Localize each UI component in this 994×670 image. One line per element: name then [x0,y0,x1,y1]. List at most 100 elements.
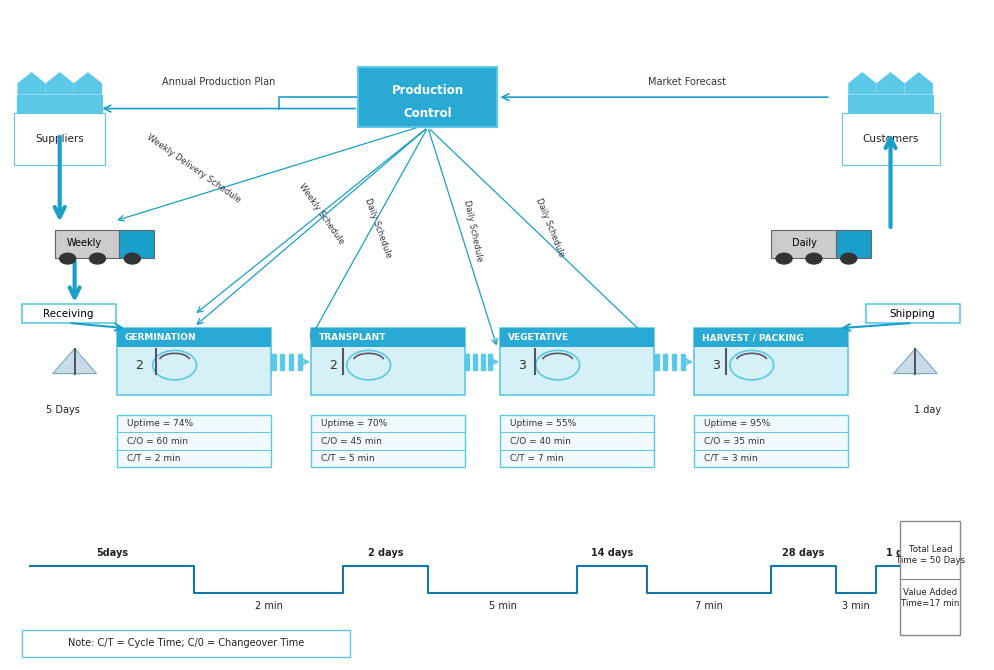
Polygon shape [134,348,178,374]
FancyBboxPatch shape [847,94,932,123]
Text: Uptime = 74%: Uptime = 74% [127,419,193,428]
Text: Weekly: Weekly [67,239,102,248]
Text: 5 Days: 5 Days [46,405,80,415]
FancyBboxPatch shape [694,415,847,467]
Text: 3: 3 [712,358,719,372]
FancyBboxPatch shape [835,230,870,258]
FancyBboxPatch shape [770,230,835,258]
Text: Daily Schedule: Daily Schedule [461,200,483,263]
Polygon shape [904,72,932,94]
FancyBboxPatch shape [22,630,350,657]
Text: GERMINATION: GERMINATION [125,333,196,342]
FancyBboxPatch shape [499,328,654,347]
Text: Shipping: Shipping [889,309,934,318]
Polygon shape [847,72,876,94]
FancyBboxPatch shape [694,328,847,347]
Text: 2 min: 2 min [254,601,282,611]
Text: 5days: 5days [95,548,128,558]
Text: VEGETATIVE: VEGETATIVE [507,333,569,342]
FancyBboxPatch shape [900,521,959,635]
FancyBboxPatch shape [310,328,465,347]
FancyBboxPatch shape [310,415,465,467]
Text: C/O = 35 min: C/O = 35 min [704,436,764,446]
Text: Uptime = 55%: Uptime = 55% [509,419,576,428]
Bar [465,354,468,370]
Circle shape [89,253,105,264]
Circle shape [347,350,390,380]
Text: C/T = 5 min: C/T = 5 min [320,454,374,463]
Circle shape [730,350,773,380]
Polygon shape [17,72,46,94]
Circle shape [60,253,76,264]
Text: Market Forecast: Market Forecast [647,77,725,87]
Text: 14 days: 14 days [590,548,632,558]
FancyBboxPatch shape [119,230,154,258]
Text: C/T = 2 min: C/T = 2 min [127,454,180,463]
Text: 3 min: 3 min [841,601,869,611]
Text: Receiving: Receiving [44,309,93,318]
Text: C/O = 45 min: C/O = 45 min [320,436,382,446]
Text: 2 days: 2 days [368,548,403,558]
Text: Daily Schedule: Daily Schedule [533,197,566,259]
Bar [288,354,293,370]
Bar [671,354,676,370]
FancyBboxPatch shape [310,328,465,395]
Text: Production: Production [392,84,463,97]
FancyBboxPatch shape [117,415,270,467]
Text: Value Added
Time=17 min: Value Added Time=17 min [901,588,958,608]
Bar [654,354,658,370]
Polygon shape [46,72,74,94]
FancyBboxPatch shape [117,328,270,347]
Text: 7 min: 7 min [694,601,723,611]
Text: C/O = 40 min: C/O = 40 min [509,436,571,446]
Text: 1 day: 1 day [912,405,940,415]
Text: Daily: Daily [791,239,815,248]
Circle shape [775,253,791,264]
Text: Total Lead
Time = 50 Days: Total Lead Time = 50 Days [895,545,964,565]
Bar [662,354,667,370]
Circle shape [840,253,856,264]
Text: 28 days: 28 days [781,548,824,558]
Polygon shape [513,348,557,374]
Polygon shape [74,72,101,94]
Text: Weekly Delivery Schedule: Weekly Delivery Schedule [145,133,243,205]
FancyBboxPatch shape [17,94,102,123]
Text: 3: 3 [518,358,525,372]
Text: C/T = 7 min: C/T = 7 min [509,454,563,463]
Polygon shape [876,72,904,94]
Text: Note: C/T = Cycle Time; C/0 = Changeover Time: Note: C/T = Cycle Time; C/0 = Changeover… [68,639,304,648]
Text: HARVEST / PACKING: HARVEST / PACKING [702,333,803,342]
Bar [680,354,685,370]
FancyBboxPatch shape [694,328,847,395]
Circle shape [153,350,197,380]
FancyBboxPatch shape [865,304,959,323]
Text: Daily Schedule: Daily Schedule [363,197,393,259]
Bar [297,354,302,370]
FancyBboxPatch shape [22,304,116,323]
Text: 2: 2 [329,358,336,372]
FancyBboxPatch shape [499,328,654,395]
Text: Weekly Schedule: Weekly Schedule [296,182,345,247]
Text: C/O = 60 min: C/O = 60 min [127,436,188,446]
Bar [480,354,484,370]
Text: Annual Production Plan: Annual Production Plan [162,77,275,87]
Polygon shape [53,348,96,374]
Polygon shape [704,348,747,374]
Circle shape [536,350,579,380]
Polygon shape [893,348,936,374]
Bar [270,354,275,370]
Bar [472,354,476,370]
Circle shape [805,253,821,264]
Text: 2: 2 [135,358,142,372]
Polygon shape [321,348,365,374]
Text: Uptime = 70%: Uptime = 70% [320,419,387,428]
Text: Control: Control [404,107,451,121]
Text: 5 min: 5 min [488,601,516,611]
Text: Uptime = 95%: Uptime = 95% [704,419,769,428]
FancyBboxPatch shape [499,415,654,467]
Text: Customers: Customers [862,134,917,144]
Bar [488,354,492,370]
Text: Suppliers: Suppliers [36,134,83,144]
FancyBboxPatch shape [358,67,497,127]
Circle shape [124,253,140,264]
